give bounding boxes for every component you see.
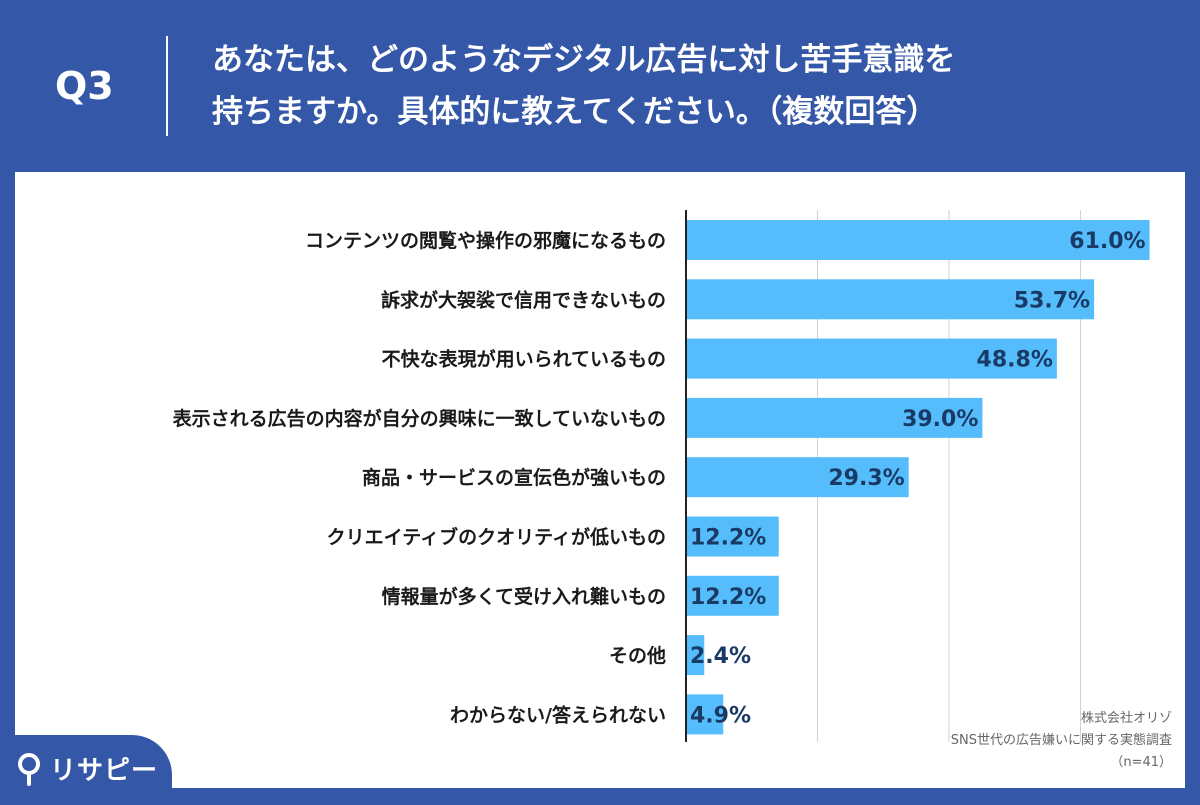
value-label: 48.8% (977, 348, 1053, 373)
category-label: 情報量が多くて受け入れ難いもの (382, 585, 666, 608)
source-note: 株式会社オリゾ SNS世代の広告嫌いに関する実態調査 （n=41） (772, 708, 1172, 774)
value-label: 12.2% (690, 585, 766, 610)
value-label: 4.9% (690, 703, 751, 728)
value-label: 2.4% (690, 644, 751, 669)
header-divider (166, 36, 168, 136)
bar (686, 279, 1095, 320)
logo-text: リサピー (50, 756, 159, 786)
bar (686, 694, 724, 735)
bar (686, 635, 705, 676)
value-labels: 61.0% 53.7% 48.8% 39.0% 29.3% 12.2% 12.2% 2.4% 4… (690, 229, 1146, 728)
question-line-2: 持ちますか。具体的に教えてください。（複数回答） (212, 94, 938, 130)
category-label: わからない/答えられない (450, 703, 666, 726)
source-survey: SNS世代の広告嫌いに関する実態調査 (950, 733, 1172, 748)
category-label: 不快な表現が用いられているもの (382, 348, 666, 371)
chart-panel (15, 172, 1185, 788)
value-label: 53.7% (1014, 288, 1090, 313)
bar (686, 516, 779, 557)
logo-tab (0, 735, 172, 805)
brand-logo: リサピー (16, 750, 158, 787)
bars (686, 220, 1150, 735)
question-number: Q3 (55, 64, 114, 108)
category-label: 訴求が大袈裟で信用できないもの (381, 288, 666, 311)
category-label: コンテンツの閲覧や操作の邪魔になるもの (305, 229, 666, 252)
source-company: 株式会社オリゾ (1080, 711, 1172, 726)
question-line-1: あなたは、どのようなデジタル広告に対し苦手意識を (212, 42, 956, 78)
bar (686, 338, 1057, 379)
category-label: クリエイティブのクオリティが低いもの (327, 526, 666, 549)
bar (686, 575, 779, 616)
value-label: 39.0% (902, 407, 978, 432)
value-label: 12.2% (690, 526, 766, 551)
bar (686, 457, 909, 498)
category-label: 表示される広告の内容が自分の興味に一致していないもの (173, 407, 666, 430)
category-label: その他 (609, 644, 666, 667)
category-label: 商品・サービスの宣伝色が強いもの (362, 466, 666, 489)
category-labels: コンテンツの閲覧や操作の邪魔になるもの訴求が大袈裟で信用できないもの不快な表現が… (173, 229, 666, 726)
source-sample: （n=41） (1110, 755, 1172, 770)
header: Q3 あなたは、どのようなデジタル広告に対し苦手意識を 持ちますか。具体的に教え… (0, 0, 1200, 172)
question-text: あなたは、どのようなデジタル広告に対し苦手意識を 持ちますか。具体的に教えてくだ… (212, 34, 1172, 138)
bar (686, 397, 983, 438)
value-label: 29.3% (828, 466, 904, 491)
bar (686, 220, 1150, 260)
pin-icon (18, 752, 40, 786)
value-label: 61.0% (1069, 229, 1145, 254)
